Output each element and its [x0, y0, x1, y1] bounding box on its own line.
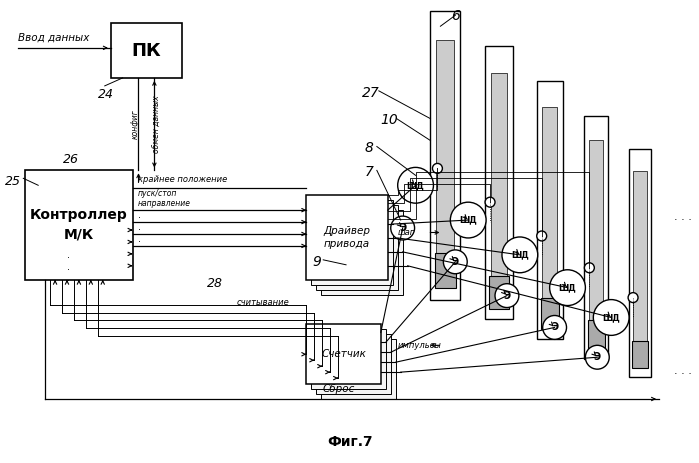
- Bar: [589, 140, 603, 335]
- Text: Э: Э: [399, 223, 406, 233]
- Bar: [629, 149, 651, 377]
- Text: Счетчик: Счетчик: [321, 349, 366, 359]
- Bar: [322, 210, 403, 294]
- Text: ШД: ШД: [407, 181, 424, 190]
- Bar: [584, 116, 608, 359]
- Text: Драйвер
привода: Драйвер привода: [324, 226, 370, 249]
- Circle shape: [593, 300, 629, 335]
- Text: ШД: ШД: [603, 313, 620, 322]
- Text: ·
·
·: · · ·: [138, 213, 141, 247]
- Circle shape: [495, 284, 519, 307]
- Bar: [633, 171, 647, 354]
- Text: крайнее положение: крайнее положение: [138, 175, 226, 184]
- Bar: [110, 23, 182, 78]
- Circle shape: [542, 315, 566, 339]
- Circle shape: [585, 345, 610, 369]
- Text: ШД: ШД: [459, 216, 477, 225]
- Bar: [537, 81, 563, 339]
- Text: Э: Э: [503, 291, 510, 300]
- Text: считывание: считывание: [237, 298, 289, 307]
- Bar: [485, 46, 513, 319]
- Text: 24: 24: [98, 88, 114, 101]
- Bar: [588, 320, 605, 350]
- Bar: [316, 205, 398, 290]
- Text: обмен данных: обмен данных: [153, 95, 162, 153]
- Text: Контроллер
М/К: Контроллер М/К: [30, 208, 128, 242]
- Text: 25: 25: [6, 175, 21, 188]
- Bar: [322, 339, 396, 399]
- Bar: [540, 298, 559, 329]
- Text: Э: Э: [452, 257, 459, 267]
- Text: Э: Э: [551, 322, 559, 332]
- Circle shape: [549, 270, 585, 306]
- Text: импульсы: импульсы: [398, 341, 442, 350]
- Circle shape: [450, 202, 486, 238]
- Text: 8: 8: [364, 141, 373, 155]
- Text: 27: 27: [362, 86, 380, 100]
- Bar: [316, 334, 391, 394]
- Circle shape: [628, 293, 638, 303]
- Bar: [489, 276, 509, 308]
- Bar: [431, 11, 460, 300]
- Circle shape: [391, 216, 415, 240]
- Bar: [633, 341, 648, 368]
- Bar: [491, 74, 507, 292]
- Text: 9: 9: [313, 255, 322, 269]
- Text: ШД: ШД: [559, 283, 577, 292]
- Text: конфиг: конфиг: [131, 109, 140, 139]
- Circle shape: [443, 250, 467, 274]
- Bar: [311, 329, 386, 389]
- Text: 26: 26: [63, 153, 79, 166]
- Bar: [306, 195, 388, 280]
- Text: ·
·
·: · · ·: [68, 253, 71, 287]
- Text: 28: 28: [207, 277, 223, 290]
- Text: ШД: ШД: [511, 250, 528, 259]
- Text: Ввод данных: Ввод данных: [18, 33, 89, 43]
- Text: 6: 6: [451, 9, 460, 23]
- Text: 10: 10: [380, 113, 398, 127]
- Circle shape: [433, 163, 442, 173]
- Text: · · ·: · · ·: [674, 369, 691, 379]
- Text: Сброс: Сброс: [322, 384, 354, 394]
- Bar: [436, 40, 454, 271]
- Bar: [542, 107, 557, 313]
- Text: Э: Э: [593, 352, 601, 362]
- Text: · · ·: · · ·: [674, 215, 691, 225]
- Circle shape: [398, 168, 433, 203]
- Circle shape: [537, 231, 547, 241]
- Text: Фиг.7: Фиг.7: [327, 435, 373, 449]
- Bar: [311, 200, 393, 285]
- Circle shape: [502, 237, 538, 273]
- Text: ПК: ПК: [131, 42, 161, 60]
- Circle shape: [485, 197, 495, 207]
- Bar: [306, 325, 381, 384]
- Bar: [25, 170, 133, 280]
- Text: 7: 7: [364, 165, 373, 179]
- Text: шаг: шаг: [398, 228, 415, 237]
- Bar: [435, 253, 456, 288]
- Circle shape: [584, 263, 594, 273]
- Text: пуск/стоп
направление: пуск/стоп направление: [138, 189, 191, 208]
